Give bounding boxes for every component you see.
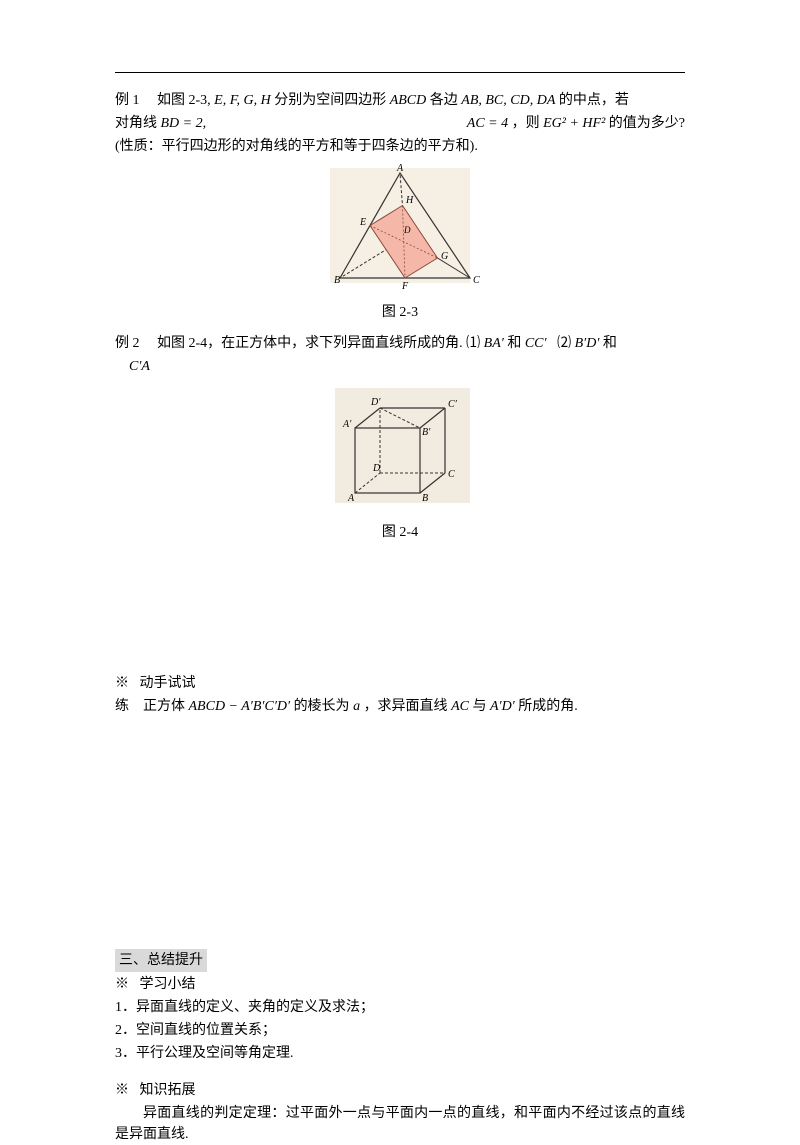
tryit-t3: ，求异面直线 (364, 699, 452, 714)
figure-2-4: A B C D A′ B′ C′ D′ 图 2-4 (115, 383, 685, 543)
tryit-t2: 的棱长为 (294, 699, 354, 714)
summary-item1: 1．异面直线的定义、夹角的定义及求法； (115, 997, 685, 1018)
svg-text:D: D (372, 463, 381, 474)
summary-item3: 3．平行公理及空间等角定理. (115, 1043, 685, 1064)
ex2-cc: CC′ (525, 336, 547, 351)
tryit-header: ※ 动手试试 (115, 673, 685, 694)
ex1-eg2: EG² (543, 116, 566, 131)
svg-text:C: C (448, 469, 455, 480)
summary-title: 三、总结提升 (115, 949, 207, 972)
svg-text:D′: D′ (370, 397, 381, 408)
summary-title-wrap: 三、总结提升 (115, 949, 685, 972)
ex1-abcd: ABCD (390, 93, 427, 108)
example2-line1: 例 2 如图 2-4，在正方体中，求下列异面直线所成的角. ⑴ BA′ 和 CC… (115, 333, 685, 354)
tryit-a: a (353, 699, 360, 714)
summary-sub1-text: 学习小结 (140, 977, 196, 992)
tryit-t4: 与 (472, 699, 490, 714)
svg-text:A: A (396, 163, 404, 174)
ex2-ca: C′A (129, 359, 150, 374)
figure-2-3-svg: A B C D E H G F (310, 163, 490, 293)
svg-text:F: F (401, 281, 409, 292)
ex1-line2b: ，则 (512, 116, 544, 131)
tryit-t1: 正方体 (143, 699, 189, 714)
summary-item2: 2．空间直线的位置关系； (115, 1020, 685, 1041)
figure-2-3-caption: 图 2-3 (115, 302, 685, 323)
svg-text:B: B (422, 493, 428, 504)
ex2-q2: ⑵ (557, 336, 571, 351)
marker-symbol-3: ※ (115, 1083, 129, 1098)
ex1-sides: AB, BC, CD, DA (461, 93, 555, 108)
svg-text:C′: C′ (448, 399, 458, 410)
tryit-ad: A′D′ (490, 699, 515, 714)
top-rule (115, 72, 685, 73)
example1-line2: 对角线 BD = 2, AC = 4 ，则 EG² + HF² 的值为多少? (115, 113, 685, 134)
svg-text:A′: A′ (342, 419, 352, 430)
ex1-text-b: 分别为空间四边形 (274, 93, 390, 108)
ex1-line2a: 对角线 (115, 116, 161, 131)
example1-label: 例 1 (115, 93, 140, 108)
figure-2-4-svg: A B C D A′ B′ C′ D′ (315, 383, 485, 513)
ex1-efgh: E, F, G, H (214, 93, 271, 108)
marker-symbol-2: ※ (115, 977, 129, 992)
svg-text:E: E (359, 217, 366, 228)
summary-para: 异面直线的判定定理：过平面外一点与平面内一点的直线，和平面内不经过该点的直线是异… (115, 1103, 685, 1145)
tryit-cube: ABCD − A′B′C′D′ (189, 699, 291, 714)
lian-label: 练 (115, 699, 129, 714)
tryit-t5: 所成的角. (518, 699, 578, 714)
ex1-text-c: 各边 (430, 93, 462, 108)
ex2-and2: 和 (603, 336, 617, 351)
ex2-and1: 和 (507, 336, 525, 351)
ex1-line2c: 的值为多少? (609, 116, 685, 131)
summary-sub2: ※ 知识拓展 (115, 1080, 685, 1101)
svg-text:A: A (347, 493, 355, 504)
ex1-ac: AC = 4 (467, 116, 508, 131)
ex1-plus: + (569, 116, 582, 131)
ex2-bd: B′D′ (575, 336, 600, 351)
ex2-text-a: 如图 2-4，在正方体中，求下列异面直线所成的角. (157, 336, 463, 351)
marker-symbol-1: ※ (115, 676, 129, 691)
svg-text:G: G (441, 251, 448, 262)
svg-text:D: D (403, 225, 411, 235)
example2-line2: C′A (115, 356, 685, 377)
tryit-exercise: 练 正方体 ABCD − A′B′C′D′ 的棱长为 a ，求异面直线 AC 与… (115, 696, 685, 717)
svg-text:C: C (473, 275, 480, 286)
page-content: 例 1 如图 2-3, E, F, G, H 分别为空间四边形 ABCD 各边 … (115, 70, 685, 1145)
summary-sub1: ※ 学习小结 (115, 974, 685, 995)
figure-2-4-caption: 图 2-4 (115, 522, 685, 543)
example1-line3: (性质：平行四边形的对角线的平方和等于四条边的平方和). (115, 136, 685, 157)
ex1-property: (性质：平行四边形的对角线的平方和等于四条边的平方和). (115, 139, 478, 154)
ex2-ba: BA′ (484, 336, 504, 351)
example2-label: 例 2 (115, 336, 140, 351)
figure-2-3: A B C D E H G F 图 2-3 (115, 163, 685, 323)
tryit-label: 动手试试 (140, 676, 196, 691)
tryit-ac: AC (451, 699, 469, 714)
svg-text:H: H (405, 195, 414, 206)
ex1-hf2: HF² (582, 116, 605, 131)
summary-sub2-text: 知识拓展 (140, 1083, 196, 1098)
example1-line1: 例 1 如图 2-3, E, F, G, H 分别为空间四边形 ABCD 各边 … (115, 90, 685, 111)
ex2-q1: ⑴ (466, 336, 480, 351)
svg-text:B′: B′ (422, 427, 431, 438)
ex1-bd: BD = 2, (161, 116, 207, 131)
ex1-text-a: 如图 2-3, (157, 93, 211, 108)
ex1-text-d: 的中点，若 (559, 93, 629, 108)
svg-text:B: B (334, 275, 340, 286)
